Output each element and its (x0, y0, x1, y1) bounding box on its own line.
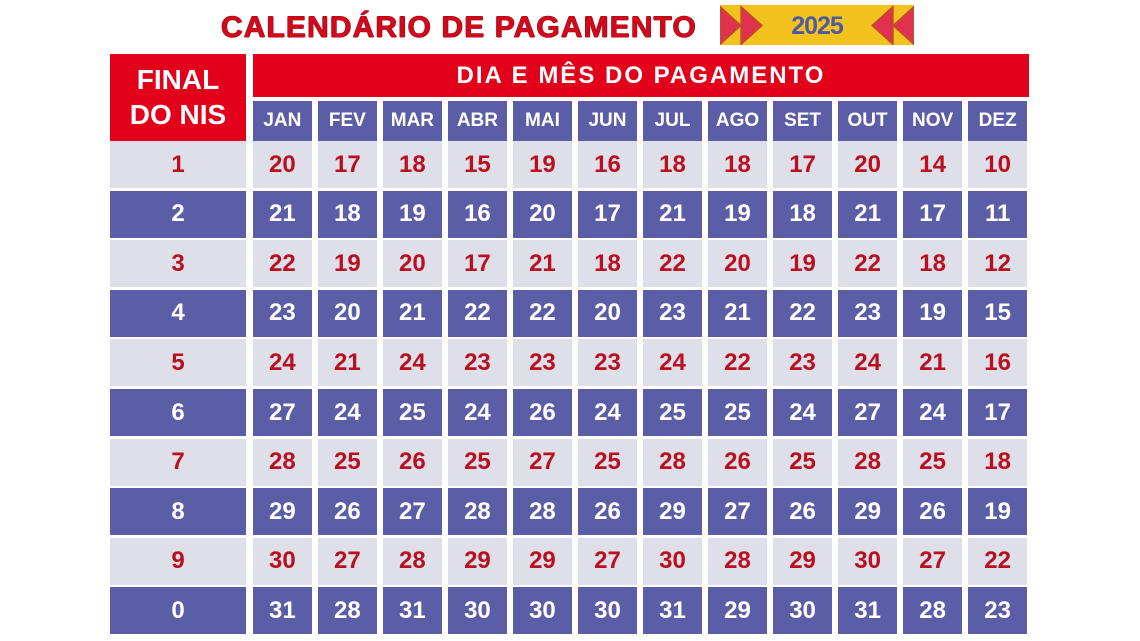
svg-text:2025: 2025 (791, 12, 844, 40)
